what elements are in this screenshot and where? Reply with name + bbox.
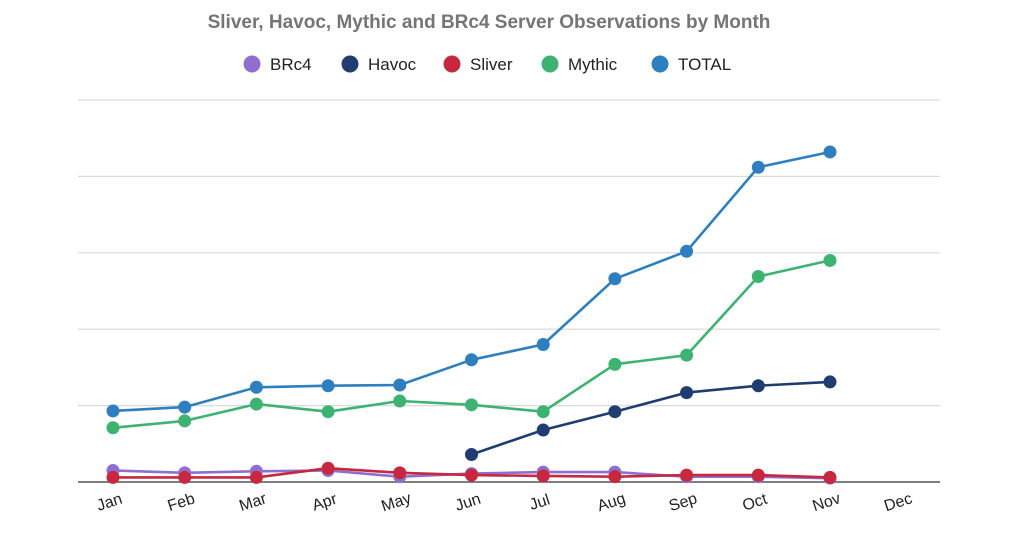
x-tick-label: Jul xyxy=(527,491,552,513)
data-point[interactable] xyxy=(106,470,120,484)
legend-item-sliver[interactable]: Sliver xyxy=(443,55,513,74)
x-tick-label: Apr xyxy=(310,491,340,515)
data-point[interactable] xyxy=(393,466,407,480)
x-tick-label: Sep xyxy=(667,490,699,515)
data-point[interactable] xyxy=(106,404,120,418)
legend-item-total[interactable]: TOTAL xyxy=(651,55,732,74)
legend-marker xyxy=(341,55,359,73)
data-point[interactable] xyxy=(393,394,407,408)
gridlines xyxy=(78,99,940,407)
series-line xyxy=(471,380,831,456)
data-point[interactable] xyxy=(321,405,335,419)
legend-label: Sliver xyxy=(470,55,513,74)
x-tick-label: Nov xyxy=(810,490,842,515)
series-havoc xyxy=(465,375,837,461)
legend-label: Havoc xyxy=(368,55,417,74)
x-tick-label: May xyxy=(379,490,413,516)
data-point[interactable] xyxy=(536,469,550,483)
data-point[interactable] xyxy=(608,272,622,286)
data-point[interactable] xyxy=(249,470,263,484)
legend-label: TOTAL xyxy=(678,55,731,74)
x-tick-label: Aug xyxy=(595,490,627,515)
x-tick-label: Mar xyxy=(237,490,269,515)
series-mythic xyxy=(106,253,837,435)
series-line xyxy=(112,150,831,413)
data-point[interactable] xyxy=(680,386,694,400)
data-point[interactable] xyxy=(536,423,550,437)
data-point[interactable] xyxy=(178,414,192,428)
data-point[interactable] xyxy=(321,461,335,475)
data-point[interactable] xyxy=(823,470,837,484)
legend-item-mythic[interactable]: Mythic xyxy=(541,55,618,74)
data-point[interactable] xyxy=(608,357,622,371)
data-point[interactable] xyxy=(608,470,622,484)
series-total xyxy=(106,145,837,418)
data-point[interactable] xyxy=(178,400,192,414)
data-point[interactable] xyxy=(106,421,120,435)
legend-label: BRc4 xyxy=(270,55,312,74)
data-point[interactable] xyxy=(823,375,837,389)
data-point[interactable] xyxy=(321,379,335,393)
data-point[interactable] xyxy=(393,378,407,392)
data-point[interactable] xyxy=(465,468,478,482)
data-point[interactable] xyxy=(680,468,694,482)
data-point[interactable] xyxy=(751,160,765,174)
x-axis: Jan Feb Mar Apr May Jun Jul Aug Sep Oct Nov Dec xyxy=(78,481,940,516)
data-point[interactable] xyxy=(823,145,837,159)
data-point[interactable] xyxy=(536,405,550,419)
data-point[interactable] xyxy=(178,470,192,484)
x-tick-label: Jun xyxy=(453,491,483,515)
data-point[interactable] xyxy=(823,253,837,267)
data-point[interactable] xyxy=(465,398,478,412)
legend-label: Mythic xyxy=(568,55,618,74)
data-point[interactable] xyxy=(249,380,263,394)
x-tick-label: Oct xyxy=(740,491,769,515)
data-point[interactable] xyxy=(465,353,478,367)
data-point[interactable] xyxy=(751,269,765,283)
legend-item-havoc[interactable]: Havoc xyxy=(341,55,417,74)
data-point[interactable] xyxy=(680,244,694,258)
series-group xyxy=(106,145,837,485)
series-sliver xyxy=(106,461,837,484)
data-point[interactable] xyxy=(465,447,478,461)
data-point[interactable] xyxy=(751,468,765,482)
data-point[interactable] xyxy=(249,397,263,411)
legend-marker xyxy=(541,55,559,73)
legend-marker xyxy=(651,55,669,73)
legend: BRc4 Havoc Sliver Mythic TOTAL xyxy=(243,55,732,74)
legend-marker xyxy=(243,55,261,73)
legend-item-brc4[interactable]: BRc4 xyxy=(243,55,312,74)
data-point[interactable] xyxy=(751,379,765,393)
data-point[interactable] xyxy=(608,405,622,419)
x-tick-label: Dec xyxy=(882,490,914,515)
chart-title: Sliver, Havoc, Mythic and BRc4 Server Ob… xyxy=(208,12,771,33)
legend-marker xyxy=(443,55,461,73)
data-point[interactable] xyxy=(536,337,550,351)
data-point[interactable] xyxy=(680,348,694,362)
x-tick-label: Feb xyxy=(166,490,198,515)
x-tick-label: Jan xyxy=(95,491,125,515)
